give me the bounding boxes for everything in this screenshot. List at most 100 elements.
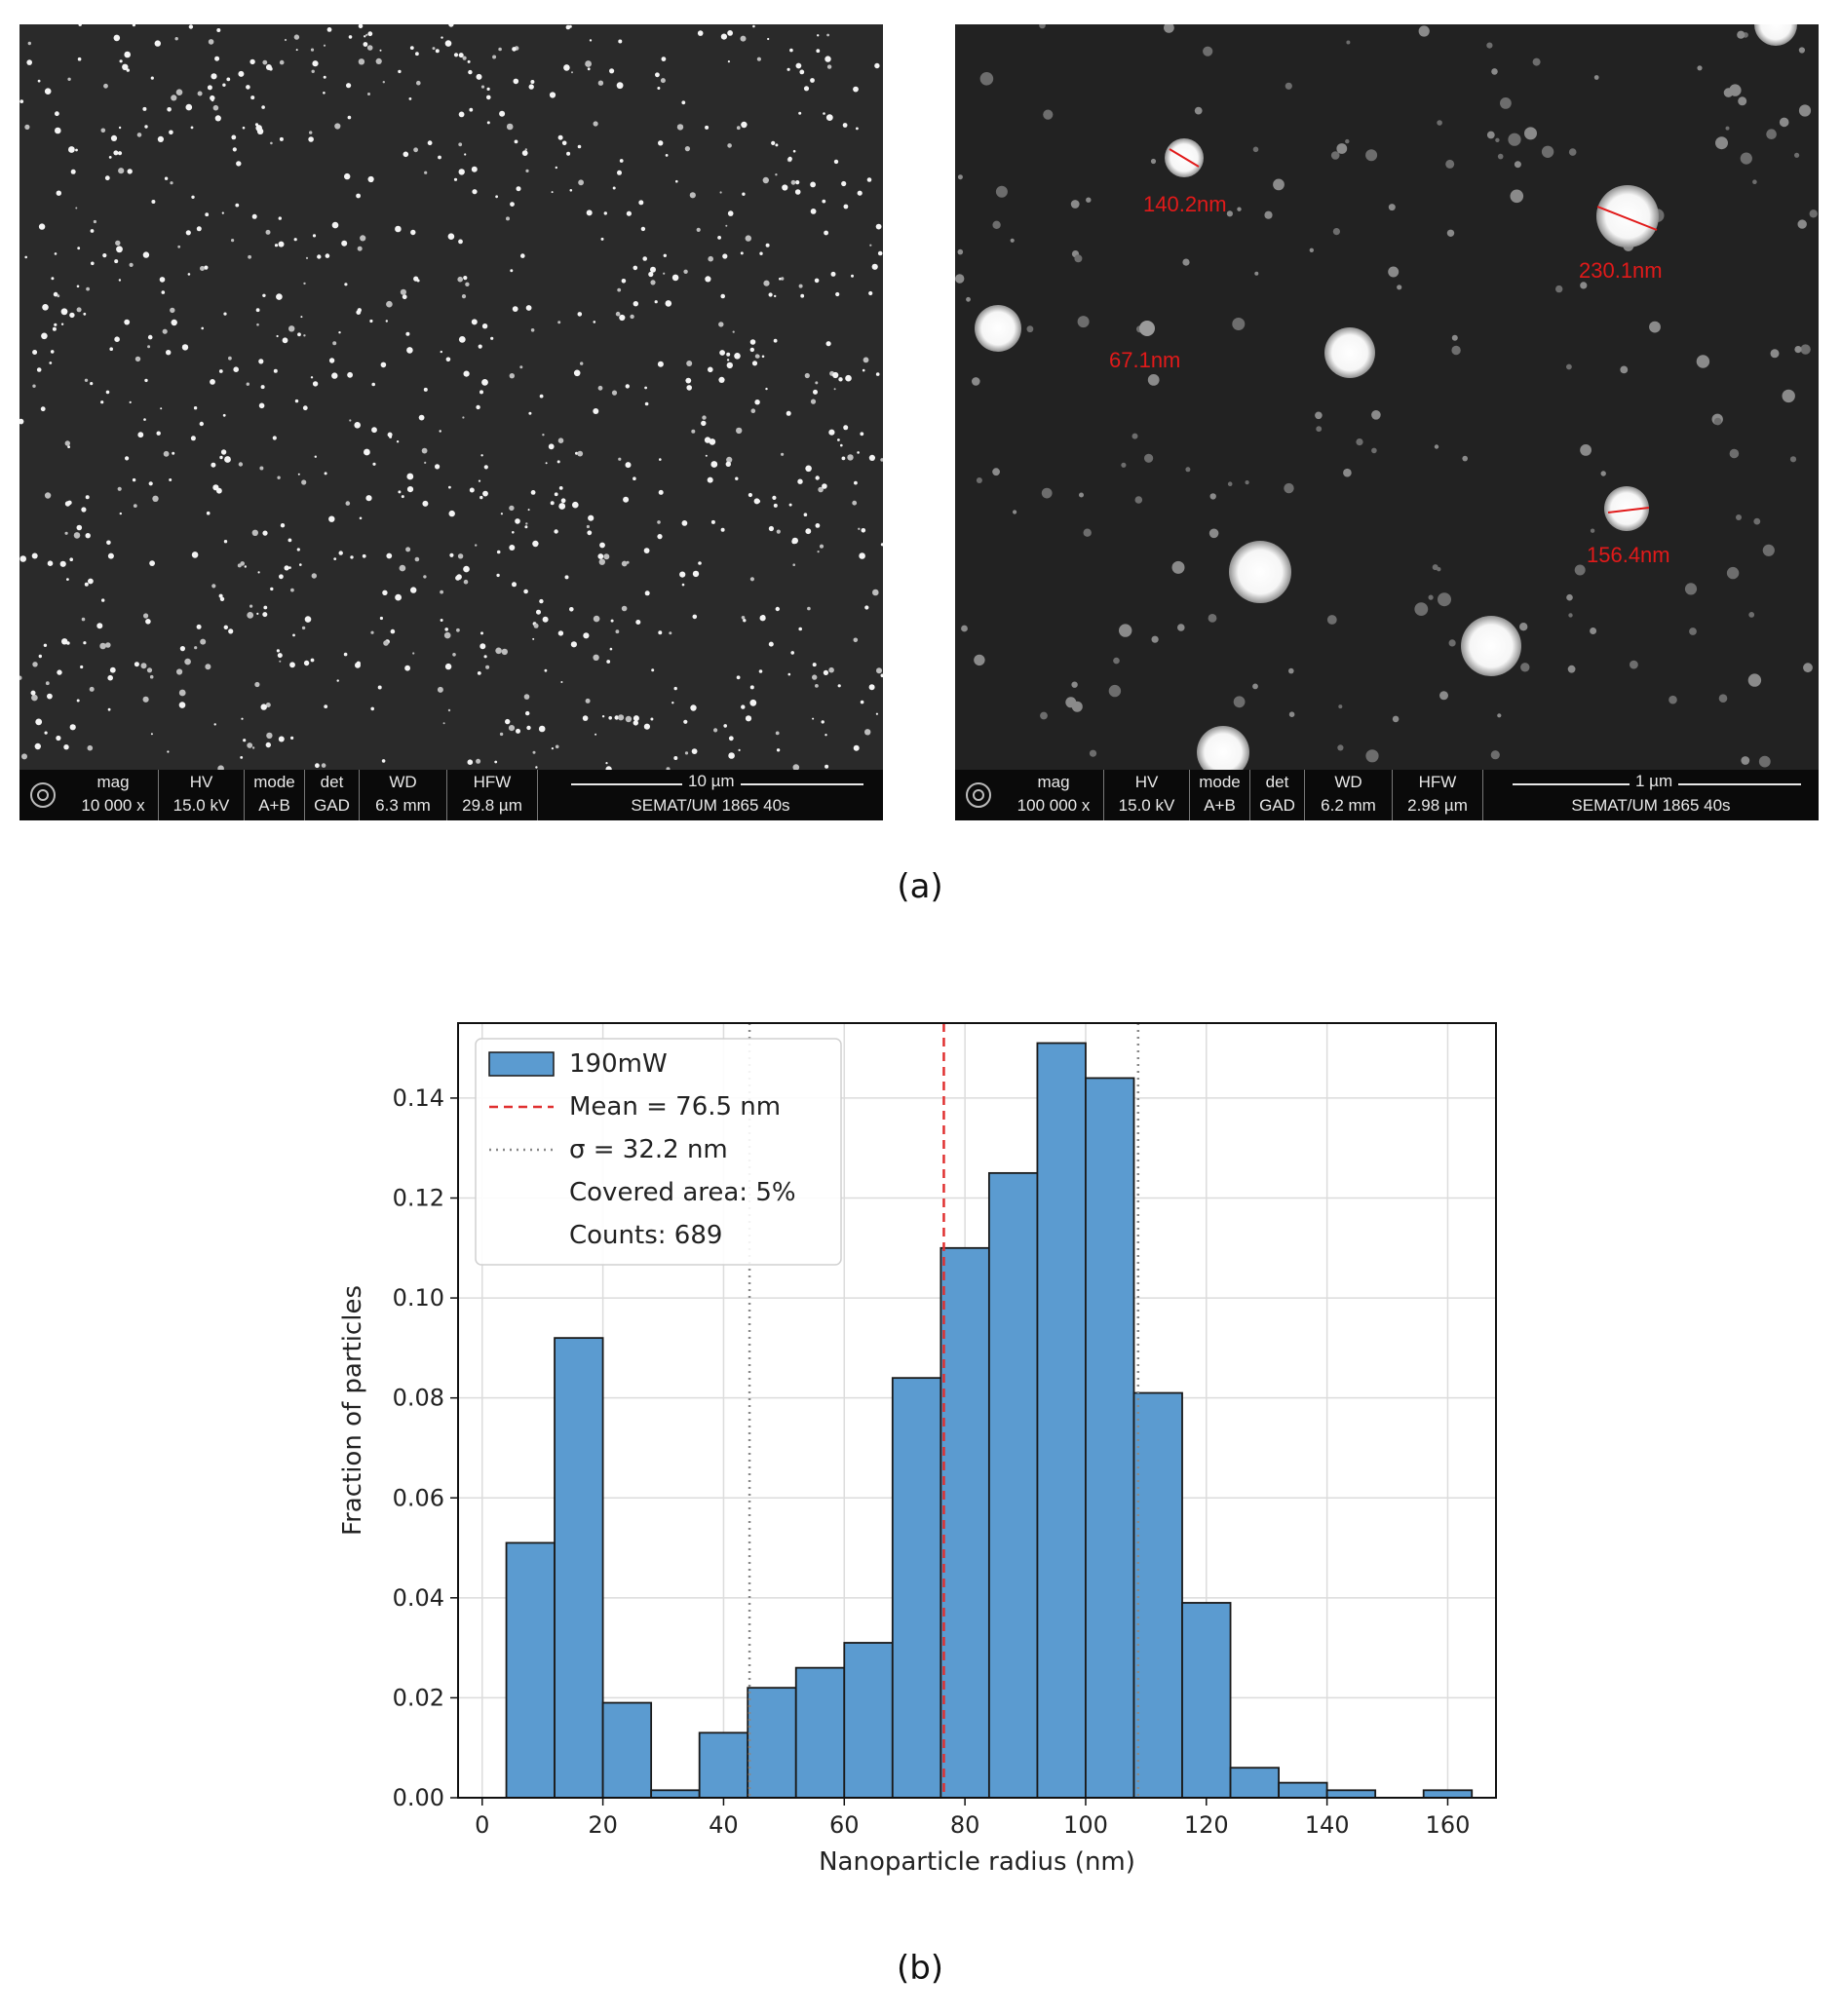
nanoparticle-dot bbox=[732, 330, 735, 333]
nanoparticle-dot bbox=[717, 236, 721, 240]
nanoparticle-dot bbox=[346, 83, 352, 89]
nanoparticle-dot bbox=[815, 523, 821, 528]
panel-b-caption: (b) bbox=[896, 1949, 944, 1988]
nanoparticle-dot bbox=[638, 200, 644, 206]
nanoparticle-dot bbox=[475, 544, 478, 547]
small-particle bbox=[1789, 456, 1797, 463]
nanoparticle-dot bbox=[328, 358, 335, 363]
x-tick-label: 40 bbox=[709, 1811, 739, 1839]
nanoparticle-dot bbox=[533, 623, 539, 628]
nanoparticle-dot bbox=[554, 529, 558, 534]
nanoparticle-dot bbox=[43, 643, 48, 647]
nanoparticle-dot bbox=[244, 565, 247, 568]
nanoparticle-dot bbox=[54, 252, 58, 255]
nanoparticle-dot bbox=[143, 418, 146, 421]
nanoparticle-dot bbox=[869, 244, 872, 247]
nanoparticle-dot bbox=[558, 503, 566, 510]
histogram-bar bbox=[843, 1642, 894, 1799]
nanoparticle-dot bbox=[248, 254, 251, 259]
nanoparticle-dot bbox=[217, 765, 224, 770]
nanoparticle-dot bbox=[403, 151, 409, 158]
small-particle bbox=[1432, 564, 1438, 571]
small-particle bbox=[1074, 254, 1083, 263]
nanoparticle-dot bbox=[310, 376, 314, 379]
nanoparticle-dot bbox=[572, 501, 579, 509]
nanoparticle-dot bbox=[414, 556, 420, 562]
nanoparticle-dot bbox=[825, 341, 831, 347]
small-particle bbox=[1428, 594, 1434, 600]
nanoparticle-dot bbox=[176, 668, 183, 675]
nanoparticle-dot bbox=[406, 486, 414, 493]
nanoparticle-dot bbox=[612, 186, 616, 190]
nanoparticle-dot bbox=[44, 731, 48, 735]
nanoparticle-dot bbox=[88, 578, 94, 585]
large-particle bbox=[1229, 541, 1291, 603]
nanoparticle-dot bbox=[235, 203, 240, 208]
nanoparticle-dot bbox=[650, 280, 656, 285]
nanoparticle-dot bbox=[247, 742, 253, 748]
nanoparticle-dot bbox=[528, 411, 532, 415]
nanoparticle-dot bbox=[585, 60, 592, 67]
nanoparticle-dot bbox=[119, 512, 123, 515]
nanoparticle-dot bbox=[642, 256, 647, 261]
small-particle bbox=[1566, 363, 1572, 370]
nanoparticle-dot bbox=[577, 450, 584, 457]
nanoparticle-dot bbox=[196, 624, 202, 629]
small-particle bbox=[1439, 691, 1448, 701]
small-particle bbox=[1800, 344, 1811, 355]
small-particle bbox=[1182, 258, 1190, 266]
small-particle bbox=[1803, 663, 1813, 673]
nanoparticle-dot bbox=[527, 509, 530, 512]
nanoparticle-dot bbox=[96, 623, 103, 629]
small-particle bbox=[1729, 448, 1740, 459]
small-particle bbox=[1580, 282, 1588, 289]
nanoparticle-dot bbox=[523, 589, 528, 594]
nanoparticle-dot bbox=[463, 276, 468, 281]
small-particle bbox=[1288, 667, 1294, 674]
legend-entry: Mean = 76.5 nm bbox=[569, 1092, 781, 1122]
nanoparticle-dot bbox=[691, 748, 698, 754]
nanoparticle-dot bbox=[310, 48, 315, 52]
nanoparticle-dot bbox=[367, 31, 373, 37]
nanoparticle-dot bbox=[727, 143, 732, 148]
nanoparticle-dot bbox=[812, 663, 817, 667]
small-particle bbox=[1782, 389, 1795, 403]
nanoparticle-dot bbox=[124, 319, 131, 325]
university-logo-icon bbox=[966, 782, 991, 808]
nanoparticle-dot bbox=[725, 461, 731, 467]
nanoparticle-dot bbox=[93, 219, 96, 224]
nanoparticle-dot bbox=[476, 73, 482, 80]
nanoparticle-dot bbox=[815, 684, 819, 688]
nanoparticle-dot bbox=[301, 626, 306, 630]
nanoparticle-dot bbox=[104, 175, 110, 181]
nanoparticle-dot bbox=[303, 334, 306, 337]
nanoparticle-dot bbox=[673, 686, 677, 691]
small-particle bbox=[995, 185, 1008, 198]
nanoparticle-dot bbox=[324, 704, 328, 708]
nanoparticle-dot bbox=[727, 210, 734, 216]
x-tick-label: 80 bbox=[950, 1811, 980, 1839]
nanoparticle-dot bbox=[876, 667, 882, 674]
nanoparticle-dot bbox=[872, 589, 879, 596]
large-particle bbox=[1754, 24, 1797, 46]
nanoparticle-dot bbox=[736, 675, 741, 680]
nanoparticle-dot bbox=[400, 288, 406, 295]
nanoparticle-dot bbox=[379, 616, 383, 621]
small-particle bbox=[1434, 444, 1439, 449]
nanoparticle-dot bbox=[90, 382, 94, 386]
nanoparticle-dot bbox=[389, 435, 393, 438]
nanoparticle-dot bbox=[519, 365, 523, 369]
nanoparticle-dot bbox=[31, 694, 38, 702]
nanoparticle-dot bbox=[665, 154, 669, 157]
nanoparticle-dot bbox=[663, 253, 667, 257]
nanoparticle-dot bbox=[223, 312, 227, 316]
nanoparticle-dot bbox=[297, 473, 300, 475]
nanoparticle-dot bbox=[833, 388, 836, 391]
mag-cell: mag 100 000 x bbox=[1004, 770, 1104, 820]
small-particle bbox=[1245, 480, 1249, 485]
nanoparticle-dot bbox=[461, 294, 467, 299]
nanoparticle-dot bbox=[775, 143, 779, 147]
nanoparticle-dot bbox=[633, 301, 638, 307]
nanoparticle-dot bbox=[524, 148, 527, 151]
nanoparticle-dot bbox=[61, 638, 68, 645]
